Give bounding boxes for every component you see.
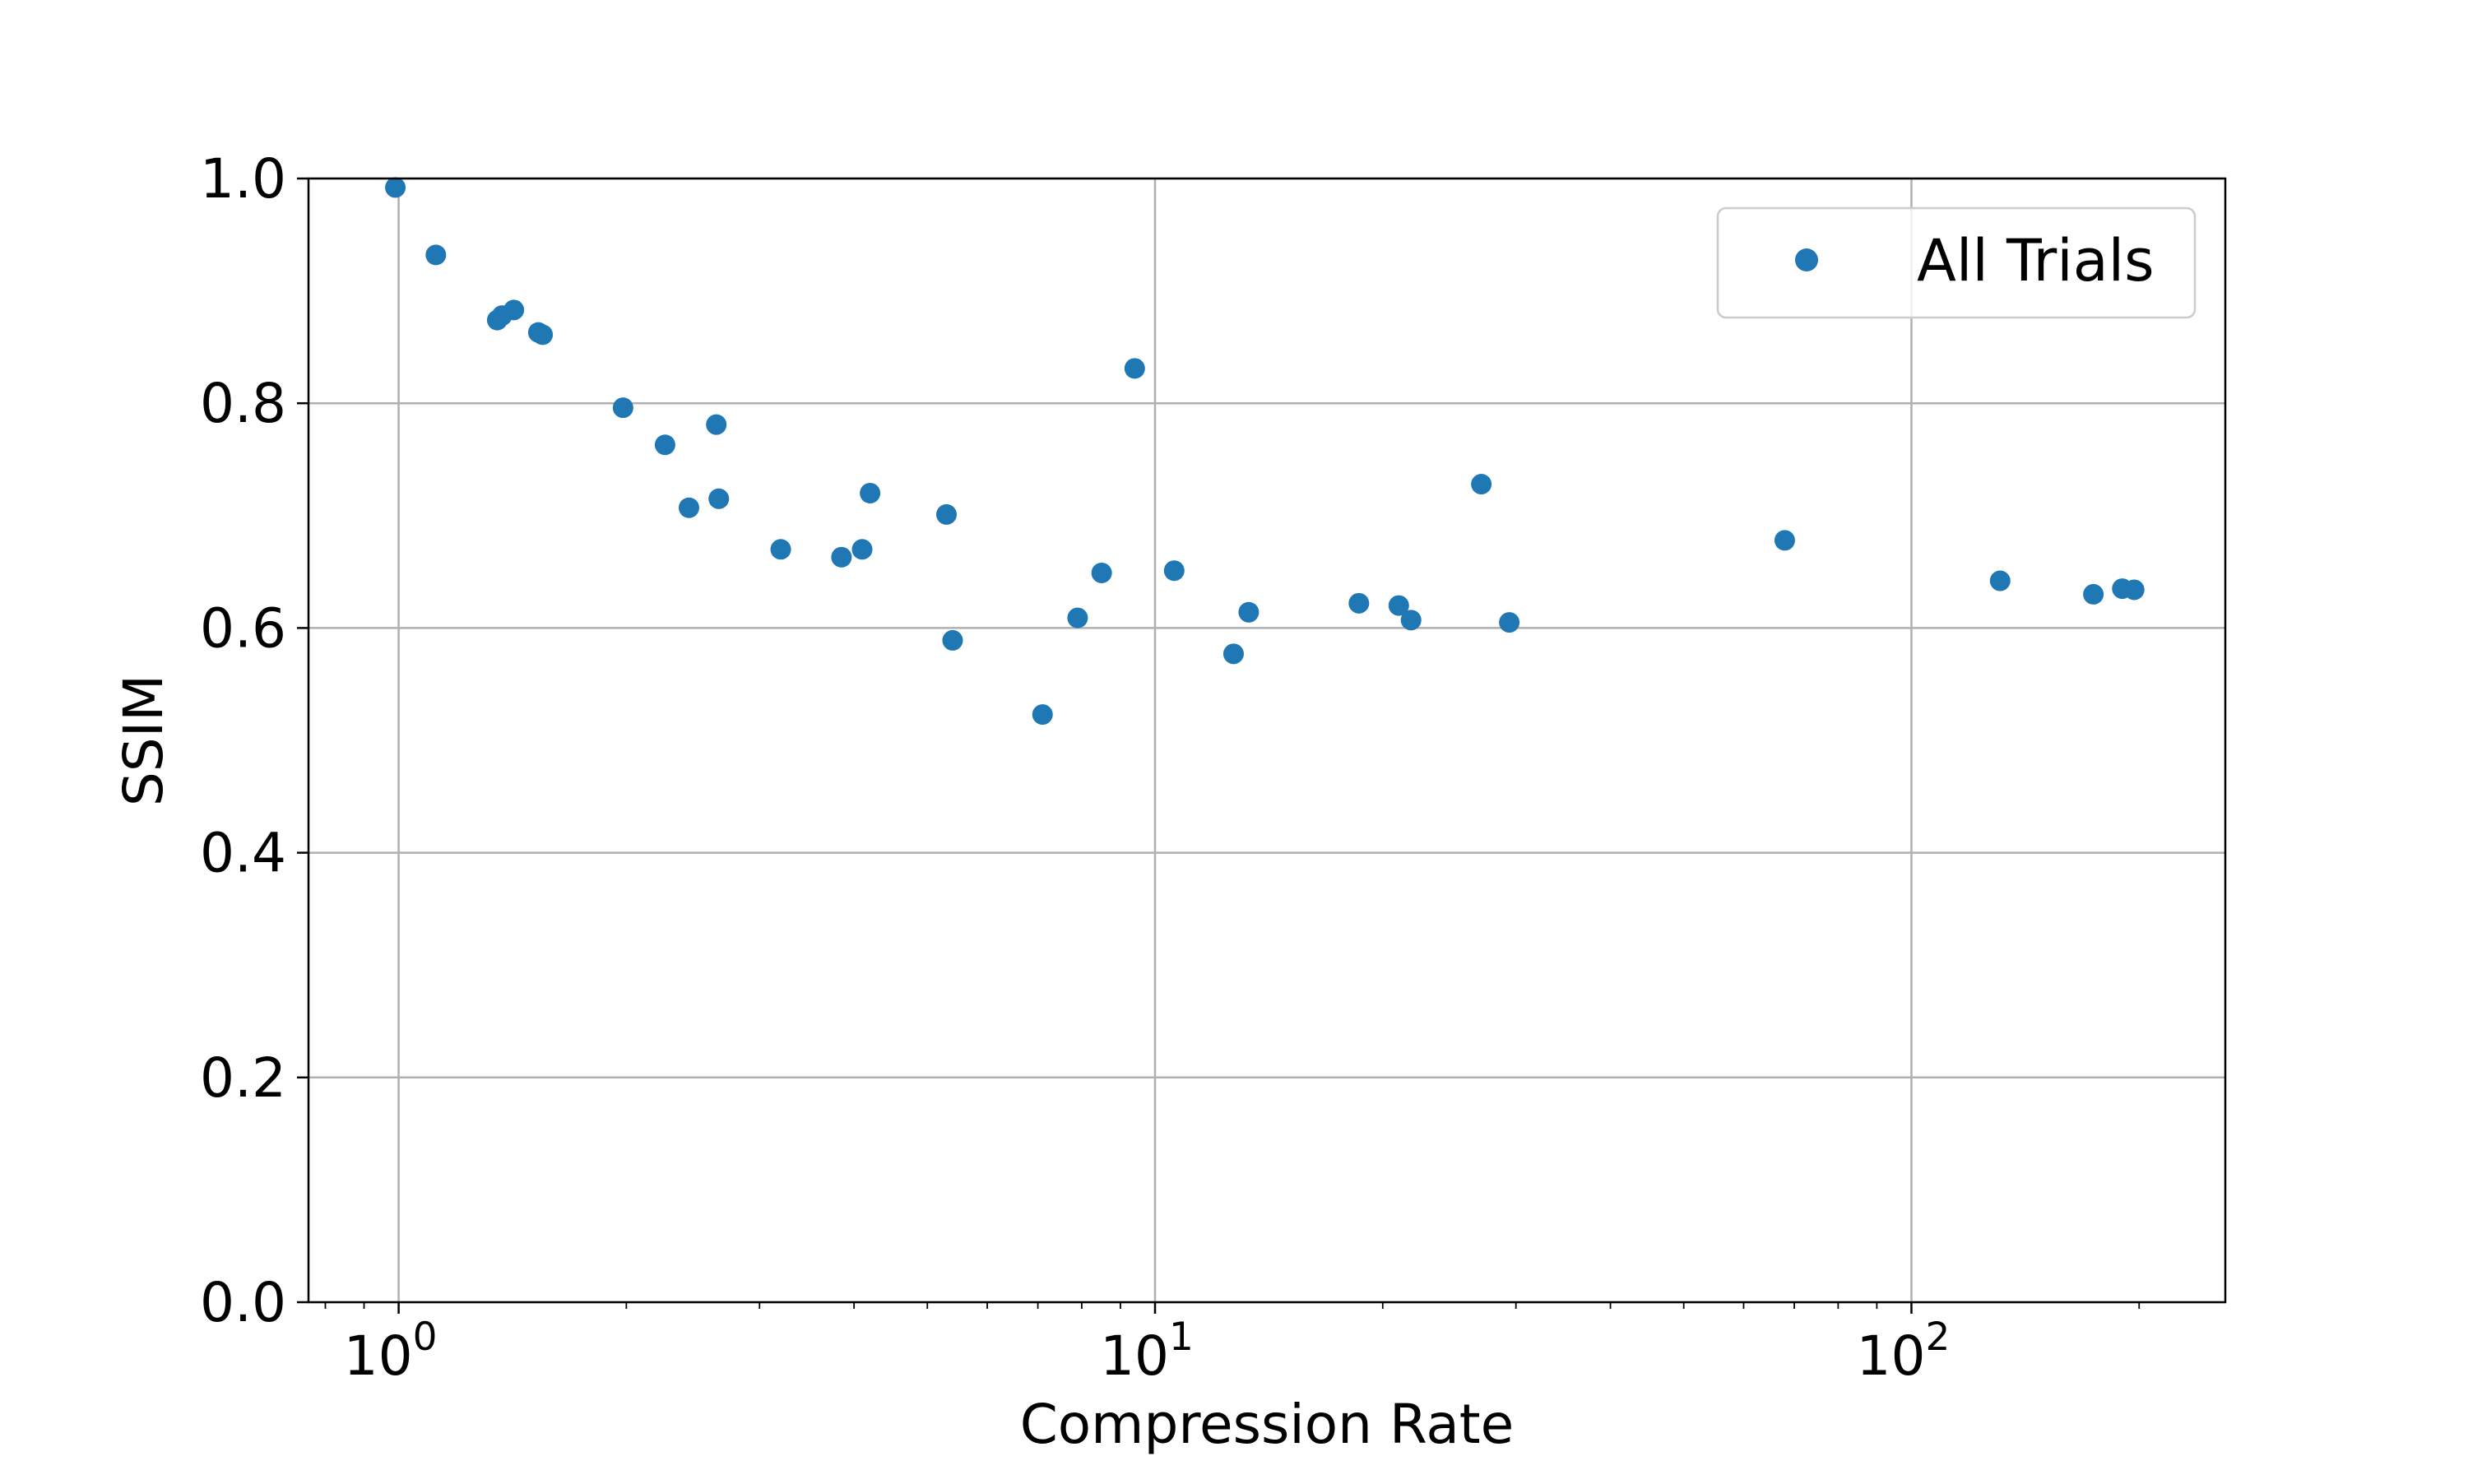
data-point (1032, 704, 1053, 726)
data-point (1499, 612, 1520, 633)
x-tick-label: 101 (1100, 1315, 1194, 1388)
data-point (770, 539, 791, 560)
data-point (1348, 592, 1370, 614)
data-point (936, 503, 958, 525)
x-tick-exponent: 2 (1925, 1315, 1950, 1360)
data-point (831, 546, 852, 568)
data-point (708, 488, 730, 509)
data-point (1091, 562, 1112, 583)
data-point (425, 244, 447, 266)
data-point (860, 482, 881, 503)
legend: All Trials (1716, 206, 2197, 319)
data-point (706, 414, 727, 435)
data-point (1067, 607, 1088, 628)
y-tick-label: 0.4 (200, 822, 286, 885)
data-point (503, 299, 525, 321)
plot-area-frame (307, 177, 2227, 1304)
data-point (1238, 601, 1260, 623)
y-tick-label: 0.6 (200, 596, 286, 660)
data-point (612, 397, 633, 419)
data-point (1124, 358, 1145, 379)
x-tick-exponent: 1 (1169, 1315, 1194, 1360)
legend-marker (1795, 248, 1818, 271)
data-point (1774, 530, 1795, 551)
legend-label: All Trials (1917, 227, 2155, 294)
axis-ticks (297, 177, 2141, 1314)
data-point (851, 539, 873, 560)
data-point (2123, 579, 2145, 601)
x-tick-base: 10 (344, 1324, 413, 1388)
x-tick-base: 10 (1100, 1324, 1169, 1388)
data-point (1222, 643, 1244, 665)
grid-lines (308, 177, 2225, 1304)
data-points (385, 177, 2145, 726)
y-tick-label: 0.0 (200, 1271, 286, 1334)
data-point (942, 629, 963, 651)
data-point (1400, 610, 1422, 631)
x-tick-base: 10 (1857, 1324, 1926, 1388)
y-axis-label: SSIM (112, 675, 175, 806)
data-point (385, 177, 406, 198)
data-point (1471, 474, 1492, 495)
data-point (678, 497, 699, 518)
x-tick-exponent: 0 (413, 1315, 438, 1360)
data-point (2083, 583, 2104, 605)
x-axis-label: Compression Rate (1020, 1393, 1515, 1456)
data-point (654, 434, 675, 456)
y-tick-label: 0.2 (200, 1046, 286, 1110)
x-tick-label: 100 (344, 1315, 438, 1388)
x-tick-label: 102 (1857, 1315, 1951, 1388)
data-point (1388, 595, 1409, 616)
data-point (1163, 560, 1185, 582)
y-tick-label: 0.8 (200, 372, 286, 435)
legend-box (1716, 206, 2197, 319)
data-point (1989, 570, 2011, 591)
data-point (532, 324, 554, 345)
y-tick-label: 1.0 (200, 147, 286, 211)
